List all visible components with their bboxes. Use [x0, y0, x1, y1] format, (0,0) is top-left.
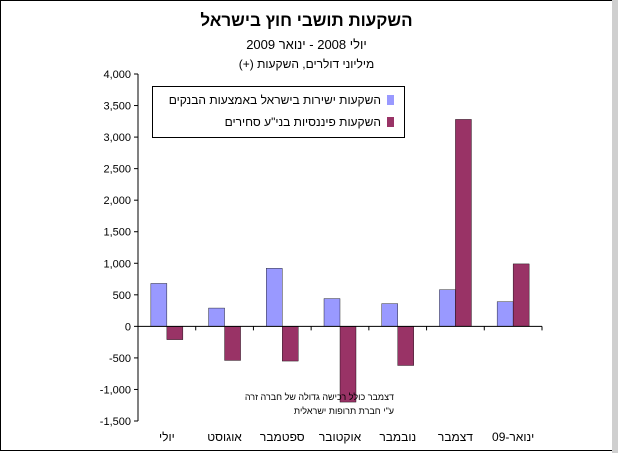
- y-tick-label: 4,000: [103, 69, 131, 81]
- bar-series-1: [381, 303, 398, 327]
- y-tick-label: 3,500: [103, 101, 131, 113]
- x-tick-label: ינואר-09: [492, 430, 534, 444]
- y-tick-label: 1,500: [103, 227, 131, 239]
- x-tick-label: יולי: [159, 430, 175, 444]
- window-edge: [612, 0, 618, 453]
- y-tick-label: -500: [109, 353, 131, 365]
- bar-series-2: [512, 263, 530, 327]
- y-tick-label: 3,000: [103, 132, 131, 144]
- legend-entry-financial: השקעות פיננסיות בני"ע סחירים: [225, 113, 394, 131]
- x-tick-label: אוקטובר: [319, 430, 362, 444]
- y-tick-label: -1,000: [100, 384, 131, 396]
- bar-series-2: [397, 326, 414, 366]
- bar-series-1: [439, 289, 456, 327]
- bar-series-2: [224, 326, 241, 361]
- chart-subtitle: יולי 2008 - ינואר 2009: [246, 37, 367, 52]
- legend-label-financial: השקעות פיננסיות בני"ע סחירים: [224, 115, 381, 129]
- x-tick-label: ספטמבר: [260, 430, 305, 444]
- bar-series-1: [150, 283, 168, 327]
- x-tick-label: דצמבר: [438, 430, 473, 444]
- bar-series-1: [266, 268, 283, 327]
- bar-series-2: [166, 326, 184, 340]
- y-tick-label: 1,000: [103, 258, 131, 270]
- chart-title: השקעות תושבי חוץ בישראל: [200, 11, 413, 30]
- x-tick-label: אוגוסט: [207, 430, 242, 444]
- footnote-line-1: דצמבר כולל רכישה גדולה של חברה זרה: [244, 392, 394, 402]
- legend-swatch-direct: [387, 95, 394, 105]
- bar-series-1: [496, 301, 514, 327]
- y-tick-label: -1,500: [100, 416, 131, 428]
- legend-entry-direct: השקעות ישירות בישראל באמצעות הבנקים: [169, 91, 394, 109]
- y-tick-label: 2,500: [103, 164, 131, 176]
- chart-legend: השקעות ישירות בישראל באמצעות הבנקים השקע…: [152, 86, 405, 138]
- bar-series-1: [323, 298, 341, 327]
- y-tick-label: 0: [125, 321, 131, 333]
- x-tick-label: נובמבר: [379, 430, 416, 444]
- y-tick-label: 2,000: [103, 195, 131, 207]
- bar-series-2: [455, 119, 472, 327]
- bar-series-1: [208, 307, 225, 327]
- legend-swatch-financial: [387, 117, 394, 127]
- footnote-line-2: ע"י חברת תרופות ישראלית: [293, 406, 394, 416]
- legend-label-direct: השקעות ישירות בישראל באמצעות הבנקים: [168, 93, 381, 107]
- y-tick-label: 500: [113, 290, 131, 302]
- bar-series-2: [282, 326, 299, 362]
- chart-units: מיליוני דולרים, השקעות (+): [238, 57, 375, 71]
- bar-series-2: [339, 326, 357, 403]
- bar-chart: -1,500 -1,000 -500 0 500 1,000 1,500 2,000 2,500…: [100, 69, 543, 444]
